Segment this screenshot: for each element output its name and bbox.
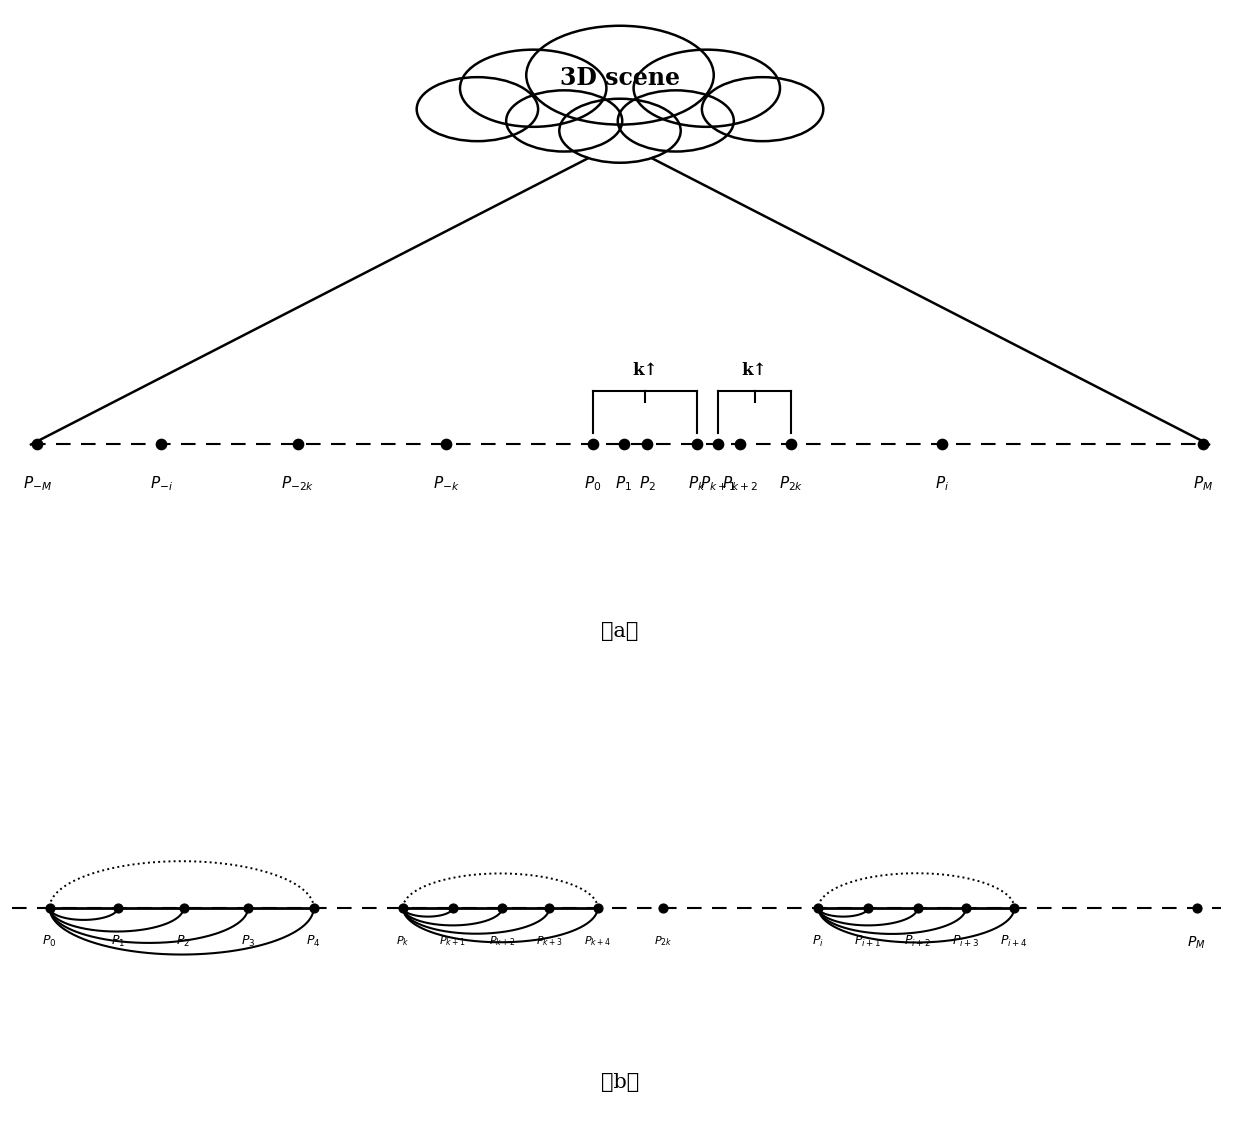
Text: $P_{k+2}$: $P_{k+2}$: [489, 934, 516, 948]
Text: $P_{k+1}$: $P_{k+1}$: [699, 473, 737, 492]
Text: $P_{k+3}$: $P_{k+3}$: [536, 934, 563, 948]
Text: 3D scene: 3D scene: [560, 66, 680, 90]
Point: [40, 899, 60, 917]
Point: [708, 435, 728, 453]
Text: $P_{k+2}$: $P_{k+2}$: [722, 473, 759, 492]
Text: $P_k$: $P_k$: [688, 473, 706, 492]
Text: $P_{i+2}$: $P_{i+2}$: [904, 934, 931, 949]
Text: $P_2$: $P_2$: [176, 934, 191, 949]
Text: $P_1$: $P_1$: [615, 473, 632, 492]
Point: [108, 899, 128, 917]
Text: $P_k$: $P_k$: [397, 934, 409, 948]
Text: k↑: k↑: [632, 362, 657, 379]
Circle shape: [417, 77, 538, 141]
Text: $P_4$: $P_4$: [306, 934, 321, 949]
Text: $P_0$: $P_0$: [584, 473, 601, 492]
Point: [151, 435, 171, 453]
Text: $P_M$: $P_M$: [1188, 934, 1205, 950]
Text: $P_{k+4}$: $P_{k+4}$: [584, 934, 611, 948]
Text: $P_{i+4}$: $P_{i+4}$: [1001, 934, 1028, 949]
Point: [436, 435, 456, 453]
Point: [174, 899, 193, 917]
Text: $P_i$: $P_i$: [812, 934, 825, 949]
Circle shape: [702, 77, 823, 141]
Point: [393, 899, 413, 917]
Text: $P_{k+1}$: $P_{k+1}$: [439, 934, 466, 948]
Circle shape: [634, 50, 780, 127]
Text: $P_{-i}$: $P_{-i}$: [150, 473, 172, 492]
Text: $P_{-2k}$: $P_{-2k}$: [281, 473, 314, 492]
Text: $P_{-M}$: $P_{-M}$: [22, 473, 52, 492]
Text: $P_{i+1}$: $P_{i+1}$: [854, 934, 882, 949]
Text: （b）: （b）: [601, 1073, 639, 1092]
Point: [1187, 899, 1207, 917]
Point: [687, 435, 707, 453]
Point: [288, 435, 308, 453]
Text: $P_3$: $P_3$: [241, 934, 255, 949]
Text: $P_i$: $P_i$: [935, 473, 950, 492]
Circle shape: [506, 90, 622, 151]
Text: $P_{2k}$: $P_{2k}$: [655, 934, 672, 948]
Text: $P_{2k}$: $P_{2k}$: [779, 473, 804, 492]
Point: [956, 899, 976, 917]
Text: $P_{i+3}$: $P_{i+3}$: [952, 934, 980, 949]
Point: [588, 899, 608, 917]
Circle shape: [618, 90, 734, 151]
Text: k↑: k↑: [742, 362, 768, 379]
Point: [1193, 435, 1213, 453]
Text: $P_{-k}$: $P_{-k}$: [433, 473, 460, 492]
Circle shape: [460, 50, 606, 127]
Point: [781, 435, 801, 453]
Text: （a）: （a）: [601, 622, 639, 640]
Text: $P_2$: $P_2$: [639, 473, 656, 492]
Point: [614, 435, 634, 453]
Point: [539, 899, 559, 917]
Point: [1004, 899, 1024, 917]
Text: $P_1$: $P_1$: [110, 934, 125, 949]
Point: [808, 899, 828, 917]
Text: $P_0$: $P_0$: [42, 934, 57, 949]
Point: [443, 899, 463, 917]
Point: [908, 899, 928, 917]
Point: [27, 435, 47, 453]
Point: [730, 435, 750, 453]
Point: [653, 899, 673, 917]
Circle shape: [526, 26, 714, 125]
Point: [858, 899, 878, 917]
Point: [304, 899, 324, 917]
Point: [492, 899, 512, 917]
Point: [238, 899, 258, 917]
Point: [637, 435, 657, 453]
Point: [932, 435, 952, 453]
Text: $P_M$: $P_M$: [1193, 473, 1213, 492]
Point: [583, 435, 603, 453]
Circle shape: [559, 99, 681, 162]
